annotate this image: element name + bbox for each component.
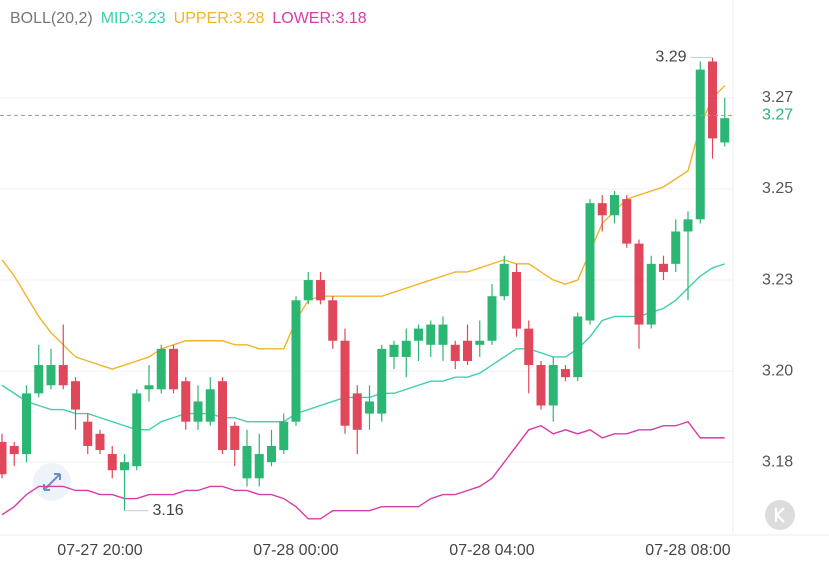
candle-body: [205, 389, 215, 422]
candle-body: [659, 263, 668, 272]
candle-body: [475, 340, 485, 345]
candle-body: [144, 385, 154, 390]
candle-body: [58, 365, 68, 386]
last-price-box: [735, 104, 827, 127]
candle-body: [377, 348, 387, 414]
x-tick-label: 07-28 08:00: [645, 542, 731, 559]
candle-body: [352, 393, 362, 430]
candle-body: [279, 421, 289, 451]
y-tick-label: 3.23: [762, 271, 793, 288]
k-button[interactable]: [765, 500, 795, 530]
candle-body: [438, 324, 448, 345]
candle-body: [242, 445, 252, 479]
y-tick-label: 3.25: [762, 180, 793, 197]
candle-body: [0, 441, 7, 475]
candle-body: [230, 425, 240, 451]
candle-body: [132, 393, 142, 467]
candle-body: [708, 61, 717, 139]
band-line: [1, 420, 725, 520]
candle-body: [107, 454, 117, 471]
y-tick-label: 3.27: [762, 89, 793, 106]
candle-body: [389, 344, 399, 357]
legend: BOLL(20,2) MID:3.23 UPPER:3.28 LOWER:3.18: [10, 10, 367, 27]
indicator-name: BOLL(20,2): [10, 10, 93, 27]
candle-body: [34, 365, 44, 394]
low-label: 3.16: [153, 502, 184, 519]
candle-body: [71, 381, 80, 410]
candle-body: [120, 462, 129, 471]
candle-body: [9, 445, 19, 455]
candle-body: [610, 195, 619, 216]
candle-body: [450, 344, 460, 361]
candle-body: [46, 365, 56, 386]
candle-body: [156, 348, 166, 390]
candle-body: [585, 203, 595, 321]
candle-body: [622, 199, 632, 244]
candle-body: [95, 433, 105, 451]
candle-body: [193, 401, 203, 422]
candle-body: [291, 300, 301, 422]
x-tick-label: 07-28 04:00: [449, 542, 535, 559]
legend-entry: LOWER:3.18: [272, 10, 366, 27]
last-price-label: 3.27: [762, 107, 793, 124]
candle-body: [267, 445, 276, 463]
legend-entry: UPPER:3.28: [174, 10, 265, 27]
candle-body: [561, 369, 570, 378]
candle-body: [536, 365, 546, 406]
expand-button[interactable]: [33, 463, 71, 501]
candle-body: [426, 324, 436, 345]
candle-body: [414, 328, 423, 341]
high-label: 3.29: [655, 49, 686, 66]
candle-body: [671, 231, 681, 264]
candle-body: [695, 69, 705, 220]
candle-body: [181, 381, 191, 422]
candle-body: [597, 203, 607, 216]
k-icon[interactable]: [774, 507, 785, 523]
band-line: [1, 85, 726, 370]
k-button-bg[interactable]: [765, 500, 795, 530]
candle-body: [499, 263, 509, 297]
candle-body: [303, 280, 313, 301]
candle-body: [401, 340, 411, 357]
candle-body: [548, 365, 558, 406]
band-line: [1, 263, 725, 431]
candle-body: [254, 454, 264, 479]
candle-body: [169, 348, 178, 390]
candle-body: [524, 328, 534, 366]
candle-body: [83, 421, 93, 446]
y-tick-label: 3.20: [762, 362, 793, 379]
candle-body: [328, 300, 338, 341]
candle-body: [646, 263, 656, 325]
candle-body: [487, 296, 497, 341]
y-tick-label: 3.18: [762, 453, 793, 470]
x-tick-label: 07-28 00:00: [253, 542, 339, 559]
x-tick-label: 07-27 20:00: [57, 542, 143, 559]
candle-body: [218, 381, 227, 451]
candle-body: [634, 243, 644, 325]
candle-body: [463, 340, 472, 361]
legend-entry: MID:3.23: [101, 10, 166, 27]
candle-body: [573, 316, 583, 378]
candle-body: [316, 280, 325, 301]
candle-body: [365, 401, 374, 414]
candle-body: [512, 271, 521, 329]
candle-body: [683, 219, 693, 232]
candle-body: [340, 340, 350, 426]
candle-body: [720, 118, 730, 143]
candle-body: [22, 393, 31, 455]
